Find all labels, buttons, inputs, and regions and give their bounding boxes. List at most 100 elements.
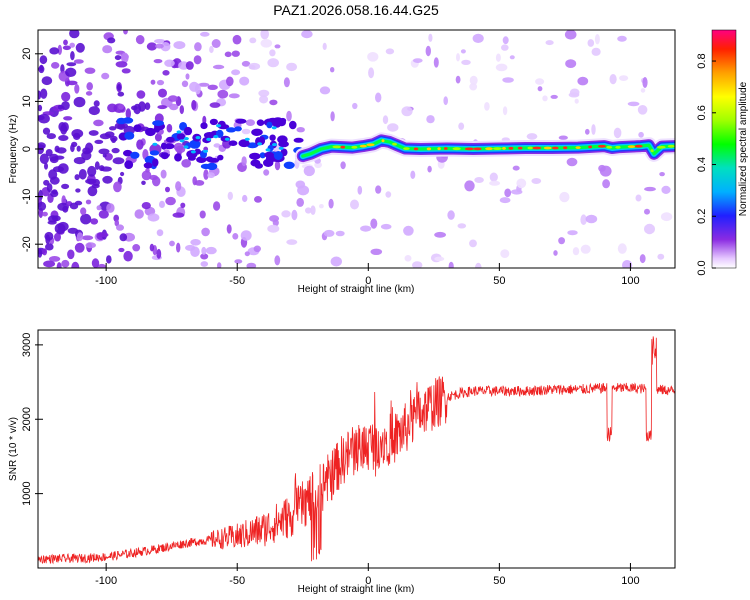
spectrogram-cell — [106, 255, 112, 264]
spectrogram-cell — [69, 30, 80, 39]
spectrogram-core — [160, 152, 169, 160]
signal-hotspot — [532, 146, 542, 150]
spectrogram-cell — [194, 42, 202, 52]
spectrogram-cell — [226, 76, 234, 87]
spectrogram-cell — [98, 148, 110, 155]
spectrogram-cell — [112, 157, 125, 165]
spectrogram-cell — [152, 176, 161, 187]
spectrogram-cell — [194, 180, 205, 186]
spectrogram-cell — [190, 246, 200, 257]
spectrogram-cell — [107, 37, 116, 44]
spectrogram-cell — [635, 194, 642, 202]
spectrogram-peak — [190, 150, 196, 154]
spectrogram-y-label: Frequency (Hz) — [8, 115, 19, 184]
spectrogram-cell — [499, 197, 511, 204]
x-tick-label: 50 — [493, 575, 505, 587]
spectrogram-cell — [502, 36, 509, 45]
spectrogram-cell — [66, 80, 78, 86]
spectrogram-cell — [132, 244, 141, 252]
signal-hotspot — [575, 146, 581, 150]
spectrogram-cell — [138, 101, 146, 112]
signal-hotspot — [403, 147, 410, 151]
spectrogram-cell — [114, 219, 120, 227]
spectrogram-core — [143, 162, 153, 169]
spectrogram-cell — [156, 79, 165, 86]
spectrogram-cell — [49, 47, 60, 55]
signal-hotspot — [443, 147, 448, 150]
x-tick-label: 100 — [621, 575, 639, 587]
spectrogram-cell — [263, 169, 270, 176]
spectrogram-cell — [113, 181, 122, 193]
colorbar-tick-label: 0.6 — [696, 105, 708, 120]
signal-hotspot — [656, 145, 666, 149]
spectrogram-cell — [244, 251, 250, 257]
spectrogram-cell — [46, 133, 56, 140]
spectrogram-cell — [98, 232, 109, 238]
spectrogram-cell — [97, 263, 107, 268]
spectrogram-core — [279, 117, 287, 124]
spectrogram-cell — [73, 59, 84, 64]
colorbar-gradient — [711, 29, 737, 269]
spectrogram-cell — [134, 209, 144, 219]
spectrogram-core — [256, 119, 265, 126]
spectrogram-cell — [61, 259, 70, 268]
spectrogram-cell — [368, 67, 375, 79]
spectrogram-core — [200, 122, 208, 130]
spectrogram-cell — [185, 61, 194, 70]
page-title: PAZ1.2026.058.16.44.G25 — [273, 2, 439, 18]
spectrogram-cell — [456, 53, 460, 62]
spectrogram-cell — [510, 189, 523, 195]
spectrogram-cell — [48, 256, 61, 262]
snr-x-ticks: -100 -50 0 50 100 — [95, 563, 640, 587]
spectrogram-cell — [121, 68, 131, 74]
spectrogram-cell — [591, 47, 601, 56]
spectrogram-cell — [638, 131, 644, 138]
spectrogram-cell — [160, 42, 171, 52]
spectrogram-peak — [179, 139, 185, 143]
spectrogram-cell — [98, 210, 109, 219]
signal-hotspot — [366, 143, 375, 147]
signal-hotspot — [615, 145, 621, 149]
spectrogram-cell — [136, 90, 146, 99]
spectrogram-cell — [637, 105, 648, 115]
snr-series-line — [38, 336, 675, 565]
signal-hotspot — [667, 144, 675, 148]
spectrogram-cell — [94, 139, 104, 144]
spectrogram-cell — [158, 88, 167, 98]
spectrogram-cell — [114, 55, 122, 61]
spectrogram-cell — [305, 207, 312, 214]
spectrogram-core — [123, 149, 133, 157]
spectrogram-cell — [200, 31, 210, 37]
spectrogram-cell — [46, 183, 53, 193]
spectrogram-peak — [195, 136, 201, 140]
x-tick-label: -50 — [229, 275, 245, 287]
spectrogram-cell — [639, 254, 646, 264]
spectrogram-cell — [211, 39, 221, 48]
spectrogram-core — [293, 137, 304, 143]
spectrogram-cell — [433, 57, 439, 68]
spectrogram-cell — [42, 127, 51, 135]
spectrogram-core — [289, 120, 297, 130]
spectrogram-cell — [54, 223, 66, 235]
spectrogram-cell — [239, 76, 250, 86]
spectrogram-cell — [162, 70, 170, 76]
spectrogram-cell — [39, 153, 50, 165]
spectrogram-cell — [564, 30, 577, 40]
spectrogram-cell — [76, 145, 81, 152]
spectrogram-cell — [617, 35, 627, 42]
spectrogram-core — [124, 131, 135, 140]
spectrogram-core — [183, 126, 193, 136]
x-tick-label: 50 — [493, 275, 505, 287]
spectrogram-cell — [61, 101, 70, 111]
spectrogram-core — [149, 150, 160, 156]
spectrogram-cell — [200, 261, 209, 267]
spectrogram-cell — [213, 201, 221, 211]
spectrogram-cell — [367, 52, 379, 62]
spectrogram-cell — [168, 95, 178, 102]
signal-hotspot — [508, 146, 514, 150]
spectrogram-cell — [323, 229, 335, 237]
spectrogram-cell — [330, 67, 335, 73]
signal-hotspot — [588, 145, 592, 149]
spectrogram-cell — [180, 202, 186, 208]
spectrogram-cell — [259, 95, 269, 104]
